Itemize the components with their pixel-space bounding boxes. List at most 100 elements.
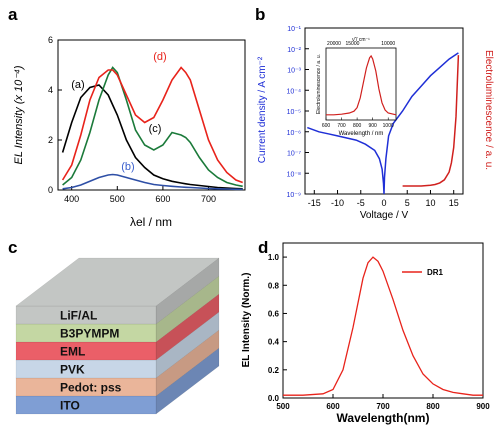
chart-b-electroluminescence-line bbox=[402, 55, 460, 187]
chart-b: -15 -10 -5 0 5 10 15 10⁻⁹10⁻⁸10⁻⁷10⁻⁶10⁻⁵10⁻⁴1… bbox=[257, 26, 494, 221]
stack-layer-label: Pedot: pss bbox=[60, 381, 122, 395]
stack-layer-front bbox=[15, 359, 157, 379]
chart-b-y-tick-label: 10⁻² bbox=[287, 47, 301, 54]
chart-d-x-tick-label: 500 bbox=[276, 402, 290, 411]
chart-a-series-label-0: (a) bbox=[71, 79, 84, 91]
chart-a-x-axis: 400 500 600 700 bbox=[64, 186, 216, 204]
chart-b-x-tick-label: 0 bbox=[381, 198, 386, 208]
chart-b-y-axis-left: 10⁻⁹ 10⁻⁸ 10⁻⁷ 10⁻⁶ 10⁻⁵ 10⁻⁴ 10⁻³ 10⁻² 10⁻¹ bbox=[287, 26, 309, 199]
chart-a-frame bbox=[57, 39, 246, 191]
chart-d-x-axis: 500 600 700 800 900 bbox=[276, 394, 490, 411]
chart-a-series-labels: (a) (b) (c) (d) bbox=[71, 51, 166, 173]
chart-d-y-tick-label: 1.0 bbox=[268, 253, 280, 262]
chart-b-y-tick-label: 10⁻¹ bbox=[287, 26, 301, 33]
chart-b-y-tick-label: 10⁻⁹ bbox=[287, 192, 301, 199]
chart-b-inset-spectrum-line bbox=[326, 54, 397, 116]
chart-b-x-tick-label: -10 bbox=[331, 198, 344, 208]
chart-b-inset-y-label: Electroluminescence / a. u. bbox=[316, 54, 322, 114]
chart-a-line-3 bbox=[61, 66, 243, 184]
chart-d-y-tick-label: 0.6 bbox=[268, 309, 280, 318]
chart-d-y-label: EL Intensity (Norm.) bbox=[241, 273, 252, 368]
chart-d-y-tick-label: 0.2 bbox=[268, 366, 280, 375]
chart-b-inset-frame bbox=[325, 47, 397, 121]
chart-d-y-tick-label: 0.0 bbox=[268, 394, 280, 403]
chart-a-x-tick-label: 600 bbox=[155, 194, 170, 204]
chart-b-y-tick-label: 10⁻⁶ bbox=[287, 130, 301, 137]
chart-a-y-label: EL Intensity (x 10⁻⁴) bbox=[13, 65, 25, 164]
stack-layer-label: LiF/AL bbox=[60, 309, 97, 323]
chart-a-line-2 bbox=[62, 66, 243, 188]
chart-b-current-density-line bbox=[307, 52, 459, 195]
chart-b-inset-top-label: ν̃ / cm⁻¹ bbox=[352, 37, 370, 43]
chart-d-x-tick-label: 800 bbox=[426, 402, 440, 411]
chart-b-inset-x-tick-label: 900 bbox=[368, 123, 377, 129]
chart-a-y-tick-label: 0 bbox=[48, 185, 53, 195]
panel-letter-b: b bbox=[255, 5, 265, 24]
chart-b-inset-x-tick-label: 700 bbox=[337, 123, 346, 129]
chart-b-y-tick-label: 10⁻⁴ bbox=[287, 88, 302, 95]
chart-d-x-tick-label: 900 bbox=[476, 402, 490, 411]
stack-layer-label: ITO bbox=[60, 399, 80, 413]
chart-a-x-tick-label: 700 bbox=[201, 194, 216, 204]
chart-b-x-label: Voltage / V bbox=[360, 210, 409, 221]
chart-d-x-label: Wavelength(nm) bbox=[337, 411, 430, 425]
chart-a-series-label-1: (b) bbox=[121, 161, 134, 173]
chart-b-inset-top-tick-label: 10000 bbox=[381, 41, 395, 47]
chart-b-series bbox=[307, 52, 460, 195]
chart-b-x-tick-label: -15 bbox=[308, 198, 321, 208]
chart-d-y-tick-label: 0.4 bbox=[268, 338, 280, 347]
chart-a-x-tick-label: 400 bbox=[64, 194, 79, 204]
chart-d-series bbox=[283, 256, 483, 396]
chart-a-x-label: λel / nm bbox=[130, 215, 172, 229]
panel-letter-c: c bbox=[8, 238, 17, 257]
chart-b-x-axis: -15 -10 -5 0 5 10 15 bbox=[308, 190, 459, 208]
chart-b-inset-x-axis: 600 700 800 900 1000 bbox=[322, 117, 394, 129]
chart-b-y-label-left: Current density / A cm⁻² bbox=[257, 56, 268, 163]
chart-b-inset-top-tick-label: 20000 bbox=[327, 41, 341, 47]
chart-b-inset-x-tick-label: 1000 bbox=[383, 123, 394, 129]
chart-b-y-label-right: Electroluminescence / a. u. bbox=[483, 50, 494, 170]
chart-b-inset-series bbox=[326, 54, 397, 116]
stack-layer-label: EML bbox=[60, 345, 85, 359]
chart-d-x-tick-label: 600 bbox=[326, 402, 340, 411]
chart-b-x-tick-label: 5 bbox=[405, 198, 410, 208]
stack-layer-front bbox=[15, 341, 157, 361]
chart-b-inset: 600 700 800 900 1000 20000 15000 10000 ν̃ / cm… bbox=[316, 37, 397, 137]
stack-layer-label: B3PYMPM bbox=[60, 327, 119, 341]
chart-a-y-tick-label: 6 bbox=[48, 35, 53, 45]
chart-a-y-axis: 0 2 4 6 bbox=[48, 35, 62, 195]
chart-d-legend-label: DR1 bbox=[427, 268, 444, 277]
chart-b-y-tick-label: 10⁻³ bbox=[287, 68, 301, 75]
panel-letter-d: d bbox=[258, 238, 268, 257]
stack-layer-front bbox=[15, 395, 157, 415]
chart-b-inset-top-axis: 20000 15000 10000 bbox=[327, 41, 395, 47]
chart-b-x-tick-label: 10 bbox=[425, 198, 435, 208]
chart-a-series-label-3: (d) bbox=[153, 51, 166, 63]
chart-a-line-1 bbox=[62, 173, 243, 191]
chart-a-series-label-2: (c) bbox=[149, 123, 162, 135]
chart-a-series bbox=[61, 66, 243, 191]
chart-a-y-tick-label: 2 bbox=[48, 135, 53, 145]
chart-d: 500 600 700 800 900 0.0 0.2 0.4 0.6 0.8 1.0 DR1 W… bbox=[241, 242, 490, 425]
device-stack-diagram: LiF/AL B3PYMPM EML PVK Pedot: pss ITO bbox=[15, 257, 220, 415]
chart-b-x-tick-label: -5 bbox=[357, 198, 365, 208]
chart-d-x-tick-label: 700 bbox=[376, 402, 390, 411]
chart-b-y-tick-label: 10⁻⁸ bbox=[287, 171, 301, 178]
panel-letter-a: a bbox=[8, 5, 18, 24]
stack-layer-label: PVK bbox=[60, 363, 85, 377]
chart-d-spectrum-line bbox=[283, 256, 483, 396]
chart-b-inset-top-tick-label: 15000 bbox=[345, 41, 359, 47]
chart-b-x-tick-label: 15 bbox=[449, 198, 459, 208]
stack-layer-top-face bbox=[15, 257, 220, 307]
chart-b-inset-x-tick-label: 800 bbox=[353, 123, 362, 129]
chart-d-frame bbox=[282, 242, 484, 399]
chart-d-y-axis: 0.0 0.2 0.4 0.6 0.8 1.0 bbox=[268, 253, 287, 403]
chart-d-y-tick-label: 0.8 bbox=[268, 281, 280, 290]
chart-b-y-tick-label: 10⁻⁵ bbox=[287, 109, 301, 116]
chart-b-inset-x-label: Wavelength / nm bbox=[339, 131, 384, 137]
chart-a-x-tick-label: 500 bbox=[110, 194, 125, 204]
chart-b-y-tick-label: 10⁻⁷ bbox=[287, 151, 301, 158]
chart-a-y-tick-label: 4 bbox=[48, 85, 53, 95]
